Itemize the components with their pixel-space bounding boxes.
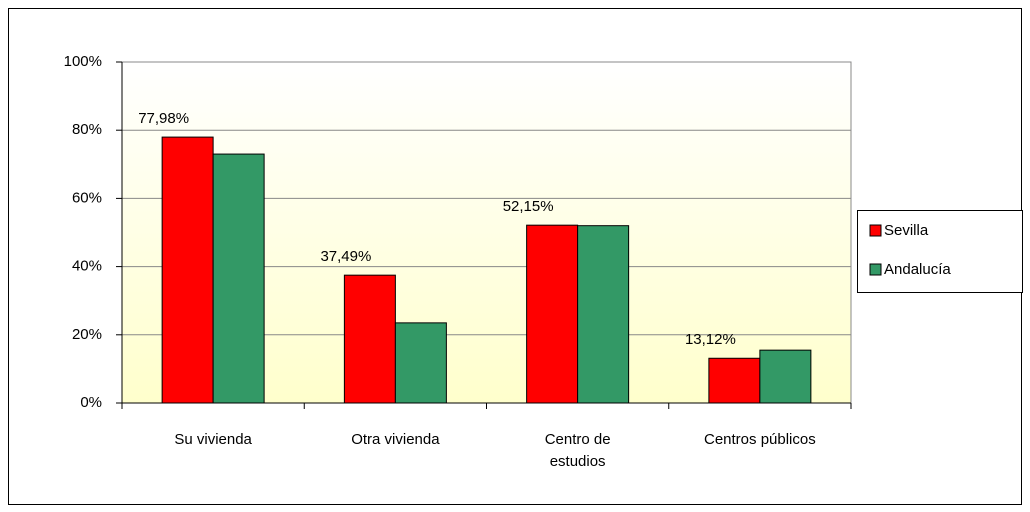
bar <box>161 136 214 404</box>
y-tick-label: 80% <box>72 121 102 138</box>
legend-swatch <box>869 263 882 276</box>
x-tick-label: Centros públicos <box>704 431 816 448</box>
data-label: 52,15% <box>503 198 554 215</box>
data-label: 77,98% <box>138 110 189 127</box>
y-tick-label: 0% <box>80 394 102 411</box>
legend-label: Andalucía <box>884 261 951 278</box>
x-tick-label: Otra vivienda <box>351 431 440 448</box>
legend <box>857 210 1023 293</box>
legend-swatch <box>869 224 882 237</box>
bar <box>708 357 761 404</box>
y-tick-label: 60% <box>72 189 102 206</box>
y-tick-label: 100% <box>64 53 102 70</box>
bar <box>343 274 396 404</box>
bar <box>577 225 630 404</box>
data-label: 13,12% <box>685 331 736 348</box>
bar <box>394 322 447 404</box>
bar <box>526 224 579 404</box>
bar <box>759 349 812 404</box>
x-tick-label: Centro de estudios <box>544 431 611 470</box>
legend-label: Sevilla <box>884 222 929 239</box>
x-tick-label: Su vivienda <box>174 431 252 448</box>
y-tick-label: 20% <box>72 326 102 343</box>
y-tick-label: 40% <box>72 258 102 275</box>
bar <box>212 153 265 404</box>
data-label: 37,49% <box>320 248 371 265</box>
